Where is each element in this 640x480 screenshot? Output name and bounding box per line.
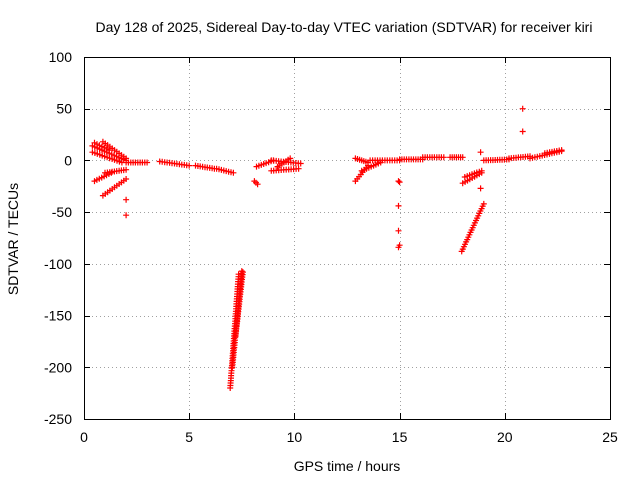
x-tick-label: 10: [287, 429, 303, 445]
x-tick-label: 25: [602, 429, 618, 445]
x-tick-label: 15: [392, 429, 408, 445]
data-point: [519, 105, 526, 112]
data-point: [297, 160, 304, 167]
data-point: [238, 268, 245, 275]
y-tick-labels: 100 50 0 -50 -100 -150 -200 -250: [44, 49, 72, 427]
y-tick-label: -200: [44, 359, 72, 375]
x-tick-label: 0: [80, 429, 88, 445]
data-point: [295, 165, 302, 172]
data-point: [395, 227, 402, 234]
plot-frame: [84, 57, 611, 420]
data-point: [395, 244, 402, 251]
data-point: [287, 155, 294, 162]
y-tick-label: -150: [44, 308, 72, 324]
y-tick-label: -100: [44, 256, 72, 272]
data-point: [254, 181, 261, 188]
y-tick-label: -250: [44, 411, 72, 427]
data-point: [519, 128, 526, 135]
data-point: [230, 169, 237, 176]
data-point: [478, 167, 485, 174]
data-point: [123, 196, 130, 203]
y-tick-label: -50: [52, 204, 72, 220]
data-point: [123, 212, 130, 219]
y-tick-label: 0: [64, 152, 72, 168]
chart-title: Day 128 of 2025, Sidereal Day-to-day VTE…: [96, 19, 593, 35]
axis-ticks: [84, 57, 611, 420]
data-point: [123, 166, 130, 173]
data-point: [459, 154, 466, 161]
y-tick-label: 50: [56, 101, 72, 117]
x-axis-label: GPS time / hours: [294, 458, 401, 474]
data-point: [123, 176, 130, 182]
grid: [84, 57, 610, 419]
y-tick-label: 100: [49, 49, 73, 65]
data-point: [144, 159, 151, 166]
x-tick-labels: 0 5 10 15 20 25: [80, 429, 618, 445]
data-point: [480, 200, 487, 207]
x-tick-label: 20: [497, 429, 513, 445]
data-point: [396, 179, 403, 186]
data-point: [477, 149, 484, 156]
y-axis-label: SDTVAR / TECUs: [5, 183, 21, 295]
data-point: [186, 162, 193, 169]
data-point: [440, 154, 447, 161]
data-point: [395, 178, 402, 185]
data-points: [89, 105, 565, 391]
data-point: [239, 269, 246, 276]
x-tick-label: 5: [185, 429, 193, 445]
data-point: [477, 185, 484, 192]
data-point: [558, 147, 565, 154]
data-point: [395, 202, 402, 209]
